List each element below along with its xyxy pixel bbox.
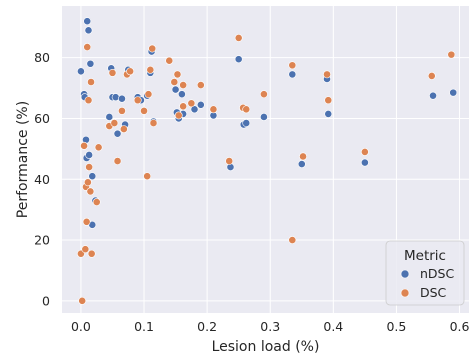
data-point-dsc xyxy=(126,67,135,76)
data-point-dsc xyxy=(179,81,188,89)
data-point-dsc xyxy=(170,78,179,86)
data-point-ndsc xyxy=(105,113,114,121)
data-point-dsc xyxy=(146,65,155,74)
data-point-ndsc xyxy=(190,105,199,114)
x-tick-label: 0.4 xyxy=(323,319,343,334)
data-point-dsc xyxy=(288,236,297,244)
data-point-dsc xyxy=(81,245,90,254)
data-point-ndsc xyxy=(324,110,333,118)
y-tick-label: 80 xyxy=(34,50,50,65)
data-point-ndsc xyxy=(242,119,251,127)
y-tick-label: 60 xyxy=(34,111,50,126)
data-point-dsc xyxy=(179,102,188,111)
data-point-dsc xyxy=(143,172,152,181)
data-point-dsc xyxy=(133,96,142,105)
data-point-ndsc xyxy=(77,67,85,76)
data-point-ndsc xyxy=(260,113,268,121)
data-point-dsc xyxy=(288,61,297,70)
x-tick-label: 0.5 xyxy=(386,319,406,334)
data-point-dsc xyxy=(225,157,234,165)
data-point-dsc xyxy=(148,44,157,53)
x-tick-label: 0.6 xyxy=(450,319,470,334)
data-point-dsc xyxy=(447,50,456,59)
data-point-dsc xyxy=(113,157,122,165)
data-point-dsc xyxy=(78,296,87,305)
data-point-dsc xyxy=(165,56,174,65)
x-axis-label: Lesion load (%) xyxy=(212,339,320,355)
data-point-dsc xyxy=(144,90,153,99)
data-point-ndsc xyxy=(85,151,94,159)
legend-label-ndsc: nDSC xyxy=(420,266,454,281)
data-point-ndsc xyxy=(83,17,92,26)
data-point-dsc xyxy=(173,70,182,79)
data-point-dsc xyxy=(94,143,103,152)
data-point-dsc xyxy=(324,96,333,105)
data-point-dsc xyxy=(85,163,94,171)
data-point-dsc xyxy=(82,217,91,226)
data-point-ndsc xyxy=(196,100,205,109)
data-point-ndsc xyxy=(360,158,369,167)
legend-marker-dsc xyxy=(400,288,410,298)
y-tick-label: 20 xyxy=(34,233,50,248)
data-point-ndsc xyxy=(113,129,122,138)
tick-labels: 0.0 0.1 0.2 0.3 0.4 0.5 0.6 0 20 40 60 80 xyxy=(34,50,469,334)
data-point-dsc xyxy=(119,125,128,134)
data-points xyxy=(77,17,458,305)
x-tick-label: 0.1 xyxy=(134,319,154,334)
data-point-ndsc xyxy=(86,59,95,68)
data-point-ndsc xyxy=(234,55,243,64)
data-point-dsc xyxy=(234,34,243,42)
data-point-dsc xyxy=(92,198,101,206)
data-point-dsc xyxy=(108,68,117,77)
data-point-dsc xyxy=(84,96,93,105)
data-point-dsc xyxy=(323,70,331,79)
y-tick-label: 0 xyxy=(42,293,50,308)
data-point-ndsc xyxy=(429,91,437,100)
data-point-ndsc xyxy=(88,172,97,181)
y-tick-label: 40 xyxy=(34,172,50,187)
data-point-dsc xyxy=(140,106,148,115)
x-tick-label: 0.0 xyxy=(71,319,91,334)
data-point-ndsc xyxy=(297,160,306,168)
x-tick-label: 0.2 xyxy=(197,319,217,334)
data-point-ndsc xyxy=(118,94,126,103)
data-point-dsc xyxy=(87,78,95,86)
data-point-dsc xyxy=(242,105,251,114)
x-tick-label: 0.3 xyxy=(260,319,280,334)
data-point-dsc xyxy=(80,141,88,150)
legend-marker-ndsc xyxy=(400,269,410,279)
legend-label-dsc: DSC xyxy=(420,285,447,300)
data-point-dsc xyxy=(83,43,92,51)
data-point-dsc xyxy=(110,119,119,127)
data-point-dsc xyxy=(427,72,436,80)
data-point-ndsc xyxy=(288,70,297,79)
data-point-dsc xyxy=(83,178,92,187)
data-point-ndsc xyxy=(177,90,186,99)
data-point-ndsc xyxy=(449,88,458,97)
data-point-dsc xyxy=(209,105,218,114)
data-point-ndsc xyxy=(111,93,120,102)
data-point-dsc xyxy=(196,81,205,89)
data-point-dsc xyxy=(87,249,96,258)
data-point-dsc xyxy=(260,90,268,99)
data-point-dsc xyxy=(118,106,126,115)
data-point-ndsc xyxy=(171,85,180,94)
legend: Metric nDSC DSC xyxy=(385,240,465,306)
y-axis-label: Performance (%) xyxy=(15,101,31,218)
data-point-dsc xyxy=(149,119,158,127)
data-point-ndsc xyxy=(84,26,93,35)
data-point-dsc xyxy=(174,111,183,120)
data-point-dsc xyxy=(360,147,369,156)
legend-title: Metric xyxy=(404,248,446,264)
data-point-dsc xyxy=(187,99,196,108)
data-point-dsc xyxy=(86,187,95,196)
data-point-dsc xyxy=(299,152,307,161)
